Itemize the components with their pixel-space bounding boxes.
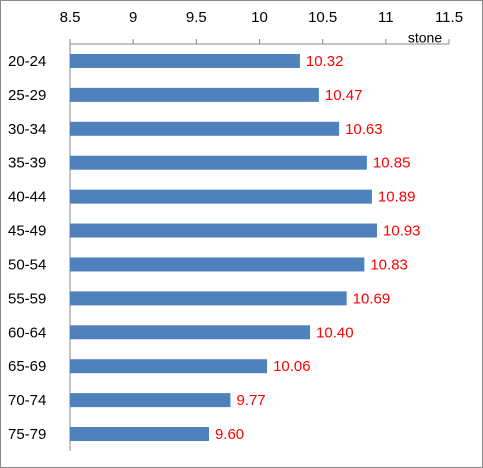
x-tick-label: 11 [378,9,394,26]
y-tick-label: 65-69 [8,358,46,375]
bar [70,155,367,170]
bar [70,427,209,442]
y-tick-label: 40-44 [8,189,46,206]
value-label: 10.69 [353,290,391,307]
bar [70,325,311,340]
bar [70,53,300,68]
y-tick-label: 75-79 [8,426,46,443]
y-tick-label: 70-74 [8,392,46,409]
y-tick-label: 60-64 [8,324,46,341]
value-label: 10.47 [325,87,363,104]
value-label: 10.32 [306,53,344,70]
y-tick-label: 20-24 [8,53,46,70]
x-tick-label: 10.5 [308,9,337,26]
value-label: 10.40 [316,324,354,341]
bar [70,393,231,408]
y-tick-label: 25-29 [8,87,46,104]
value-label: 10.63 [345,121,383,138]
bar [70,189,372,204]
value-label: 9.77 [236,392,265,409]
value-label: 10.83 [370,256,408,273]
y-tick-label: 35-39 [8,155,46,172]
y-tick-label: 30-34 [8,121,46,138]
bar [70,257,365,272]
value-label: 10.06 [273,358,311,375]
y-tick-label: 55-59 [8,290,46,307]
x-tick-label: 9.5 [186,9,207,26]
value-label: 9.60 [215,426,244,443]
x-tick-label: 8.5 [60,9,81,26]
bar [70,359,268,374]
bar [70,121,340,136]
bar [70,223,377,238]
bar [70,291,347,306]
value-label: 10.89 [378,189,416,206]
x-tick-label: 10 [251,9,268,26]
y-tick-label: 50-54 [8,256,46,273]
x-tick-label: 11.5 [435,9,463,26]
value-label: 10.93 [383,223,421,240]
y-tick-label: 45-49 [8,223,46,240]
bar [70,87,319,102]
x-axis-label: stone [408,30,442,46]
x-tick-label: 9 [129,9,137,26]
value-label: 10.85 [373,155,411,172]
